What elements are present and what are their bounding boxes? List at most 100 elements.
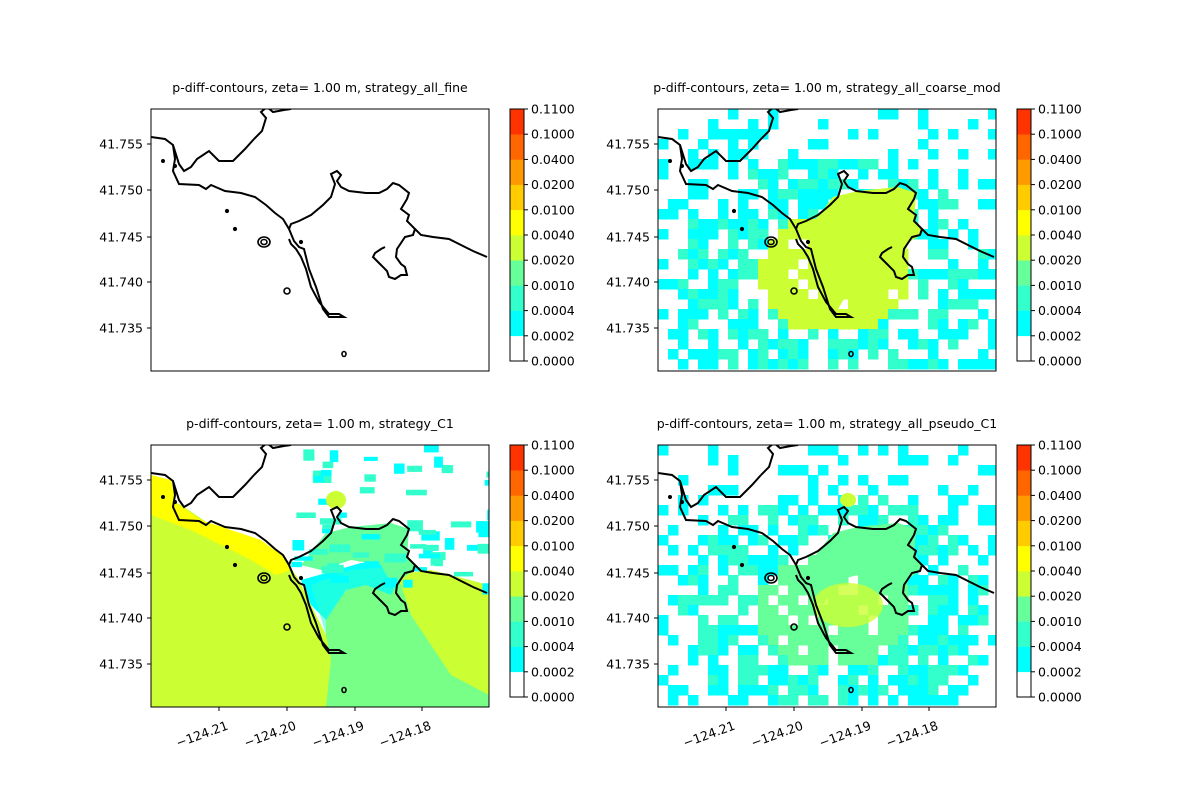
contour-cell — [688, 159, 699, 170]
contour-cell — [958, 625, 969, 636]
contour-cell — [798, 585, 809, 596]
colorbar-label: 0.0100 — [1038, 202, 1082, 217]
contour-cell — [988, 515, 996, 526]
contour-cell — [698, 635, 709, 646]
contour-cell — [818, 169, 829, 180]
contour-cell — [908, 695, 919, 706]
contour-cell — [928, 349, 939, 360]
contour-cell — [858, 329, 869, 340]
contour-cell — [748, 349, 759, 360]
contour-cell — [838, 695, 849, 706]
contour-cell — [978, 655, 989, 666]
contour-cell — [322, 524, 333, 530]
island — [283, 623, 291, 631]
contour-cell — [818, 695, 829, 706]
island — [767, 238, 775, 246]
contour-cell — [658, 169, 669, 180]
contour-cell — [668, 565, 679, 576]
contour-cell — [808, 685, 819, 696]
contour-cell — [738, 505, 749, 516]
contour-cell — [808, 189, 819, 200]
contour-cell — [848, 635, 859, 646]
contour-cell — [928, 149, 939, 160]
contour-cell — [668, 595, 679, 606]
contour-cell — [698, 159, 709, 170]
contour-cell — [728, 269, 739, 280]
panel-4: p-diff-contours, zeta= 1.00 m, strategy_… — [606, 416, 1082, 750]
contour-cell — [848, 675, 859, 686]
contour-cell — [928, 229, 939, 240]
contour-region — [326, 491, 346, 509]
plot-area — [658, 109, 996, 371]
contour-cell — [698, 239, 709, 250]
contour-cell — [868, 289, 879, 300]
contour-cell — [928, 635, 939, 646]
contour-cell — [928, 179, 939, 190]
y-tick-label: 41.755 — [606, 137, 650, 152]
contour-cell — [329, 544, 351, 553]
contour-cell — [668, 525, 679, 536]
contour-cell — [928, 239, 939, 250]
contour-cell — [738, 319, 749, 330]
contour-cell — [768, 695, 779, 706]
contour-cell — [928, 319, 939, 330]
contour-cell — [838, 475, 849, 486]
contour-cell — [738, 199, 749, 210]
contour-cell — [938, 239, 949, 250]
contour-cell — [848, 695, 859, 706]
contour-cell — [698, 555, 709, 566]
contour-cell — [728, 109, 739, 120]
contour-cell — [718, 615, 729, 626]
contour-cell — [798, 359, 809, 370]
contour-cell — [748, 169, 759, 180]
colorbar-label: 0.0004 — [1038, 303, 1082, 318]
contour-cell — [798, 525, 809, 536]
contour-cell — [798, 229, 809, 240]
contour-cell — [878, 655, 889, 666]
contour-cell — [788, 535, 799, 546]
contour-cell — [798, 319, 809, 330]
contour-cell — [858, 505, 869, 516]
contour-cell — [918, 695, 929, 706]
contour-cell — [868, 685, 879, 696]
y-tick-label: 41.735 — [99, 321, 143, 336]
contour-cell — [788, 655, 799, 666]
contour-cell — [838, 319, 849, 330]
contour-cell — [698, 645, 709, 656]
contour-cell — [778, 189, 789, 200]
contour-cell — [738, 565, 749, 576]
contour-cell — [798, 299, 809, 310]
island — [767, 574, 775, 582]
contour-cell — [808, 525, 819, 536]
contour-cell — [798, 219, 809, 230]
contour-cell — [328, 564, 344, 573]
contour-cell — [918, 545, 929, 556]
colorbar-label: 0.0020 — [1038, 589, 1082, 604]
contour-cell — [898, 259, 909, 270]
contour-cell — [948, 299, 959, 310]
contour-cell — [788, 635, 799, 646]
contour-cell — [968, 299, 979, 310]
contour-cell — [678, 505, 689, 516]
contour-cell — [748, 685, 759, 696]
contour-cell — [988, 199, 996, 210]
contour-cell — [668, 209, 679, 220]
contour-cell — [948, 229, 959, 240]
contour-cell — [928, 309, 939, 320]
contour-cell — [918, 455, 929, 466]
contour-cell — [407, 520, 423, 532]
contour-cell — [868, 485, 879, 496]
contour-cell — [698, 299, 709, 310]
contour-cell — [908, 309, 919, 320]
contour-cell — [434, 456, 443, 468]
contour-cell — [908, 685, 919, 696]
contour-cell — [728, 139, 739, 150]
contour-cell — [708, 359, 719, 370]
contour-cell — [421, 531, 440, 541]
contour-cell — [778, 565, 789, 576]
contour-cell — [958, 445, 969, 456]
contour-cell — [938, 625, 949, 636]
contour-cell — [738, 259, 749, 270]
contour-cell — [758, 339, 769, 350]
contour-cell — [708, 259, 719, 270]
